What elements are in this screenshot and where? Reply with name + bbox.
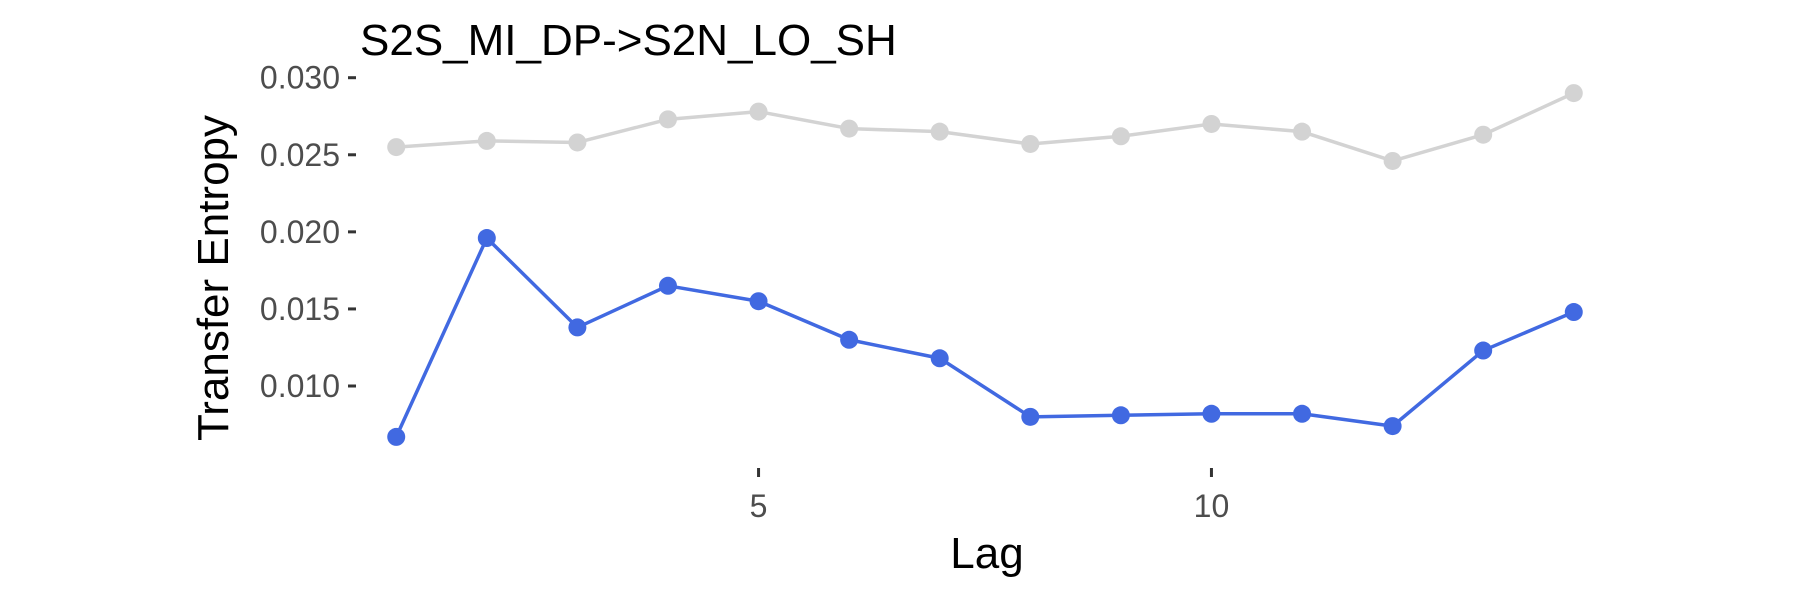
- data-point: [749, 292, 768, 311]
- data-point: [1111, 406, 1130, 425]
- y-axis: 0.010 0.015 0.020 0.025 0.030: [260, 60, 356, 404]
- y-tick-label: 0.020: [260, 214, 340, 250]
- data-point: [1474, 125, 1493, 144]
- data-point: [1021, 407, 1040, 426]
- chart-title: S2S_MI_DP->S2N_LO_SH: [360, 16, 897, 65]
- data-point: [930, 122, 949, 141]
- data-point: [477, 131, 496, 150]
- data-point: [1383, 417, 1402, 436]
- data-point: [1111, 127, 1130, 146]
- series-line: [394, 91, 1576, 163]
- data-point: [658, 276, 677, 295]
- x-tick-label: 5: [750, 488, 768, 524]
- data-point: [840, 330, 859, 349]
- data-point: [1021, 134, 1040, 153]
- x-tick-label: 10: [1194, 488, 1230, 524]
- y-tick-label: 0.015: [260, 291, 340, 327]
- data-point: [840, 119, 859, 138]
- data-point: [1564, 84, 1583, 103]
- data-point: [1293, 404, 1312, 423]
- y-tick-label: 0.030: [260, 60, 340, 96]
- series-1: [387, 84, 1583, 170]
- data-point: [1202, 404, 1221, 423]
- series-2: [387, 229, 1583, 446]
- data-point: [749, 102, 768, 121]
- data-point: [568, 133, 587, 152]
- data-point: [1383, 151, 1402, 170]
- y-axis-title: Transfer Entropy: [189, 115, 238, 441]
- data-point: [387, 427, 406, 446]
- series-line: [394, 236, 1576, 439]
- data-point: [1293, 122, 1312, 141]
- y-tick-label: 0.010: [260, 368, 340, 404]
- y-tick-label: 0.025: [260, 137, 340, 173]
- data-point: [1202, 114, 1221, 133]
- data-point: [387, 138, 406, 157]
- data-point: [568, 318, 587, 337]
- series-layer: [387, 84, 1583, 446]
- x-axis: 5 10: [750, 468, 1230, 524]
- x-axis-title: Lag: [950, 529, 1023, 578]
- data-point: [930, 349, 949, 368]
- data-point: [477, 229, 496, 248]
- data-point: [658, 110, 677, 129]
- data-point: [1474, 341, 1493, 360]
- data-point: [1564, 303, 1583, 322]
